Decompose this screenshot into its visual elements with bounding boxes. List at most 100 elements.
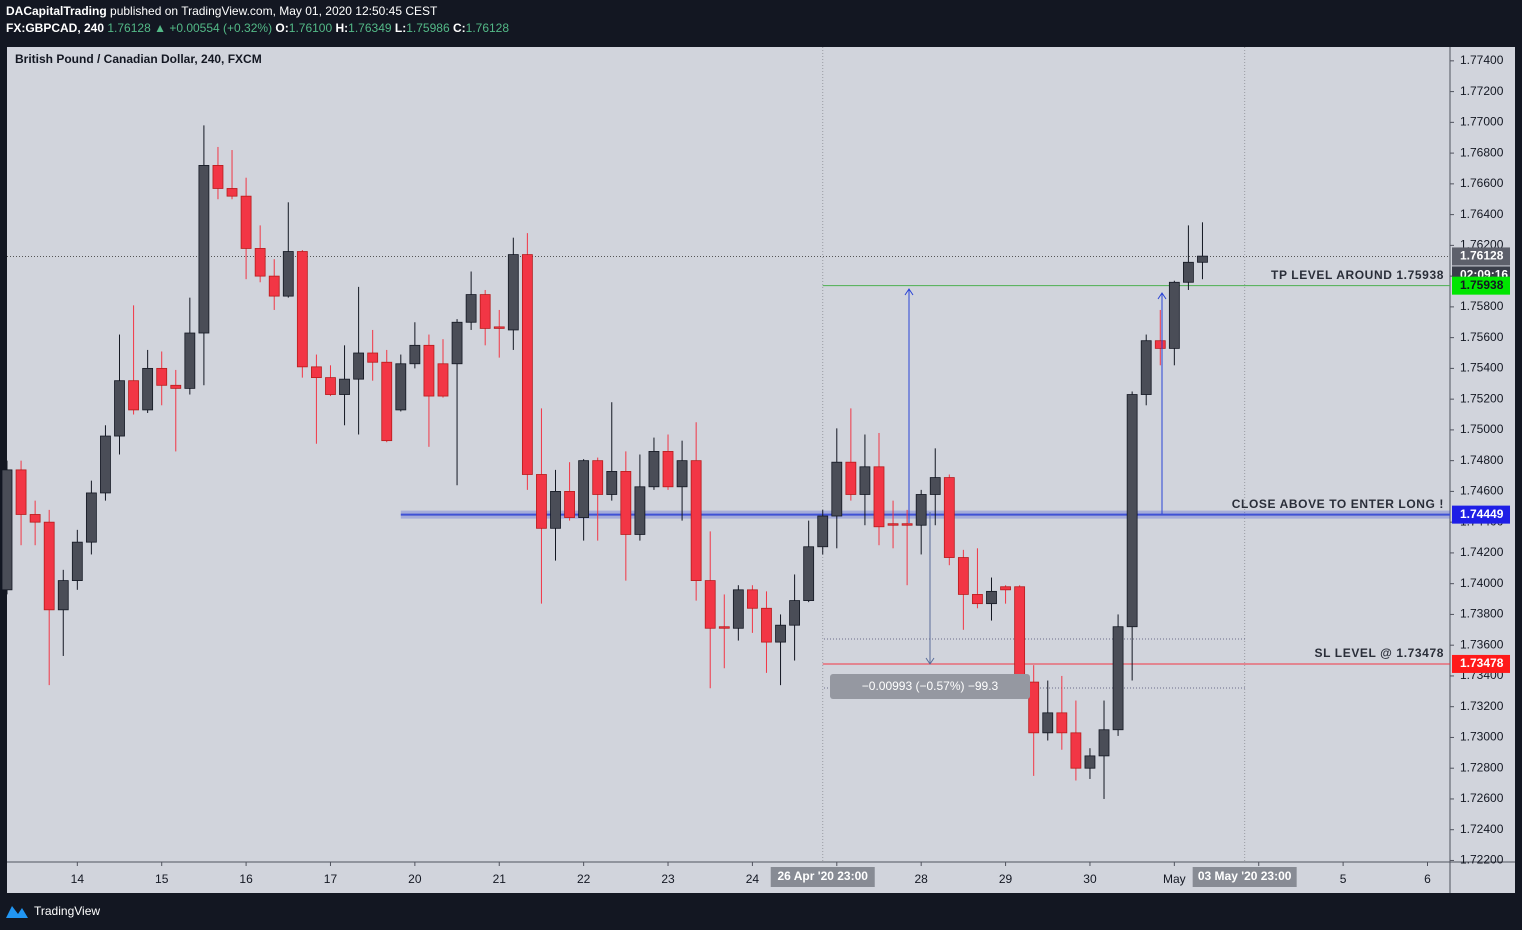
x-tick-label: 16 xyxy=(239,872,253,886)
candle-body xyxy=(437,363,449,397)
logo-icon xyxy=(6,906,28,918)
candle-body xyxy=(831,461,843,517)
candle-body xyxy=(1183,261,1194,283)
candle-body xyxy=(296,251,308,368)
y-tick-label: 1.72400 xyxy=(1460,822,1504,836)
candle-body xyxy=(1014,586,1026,683)
published: published on TradingView.com, May 01, 20… xyxy=(110,4,438,18)
x-tick-label: 5 xyxy=(1340,872,1347,886)
y-tick-label: 1.76800 xyxy=(1460,145,1504,159)
candle-body xyxy=(57,580,69,611)
candle-body xyxy=(817,515,829,548)
level-price-label: 1.74449 xyxy=(1460,507,1504,521)
x-tick-label: 30 xyxy=(1083,872,1097,886)
candle-body xyxy=(423,344,435,397)
candle-body xyxy=(29,514,41,523)
brand: TradingView xyxy=(34,904,100,918)
date-label: 26 Apr '20 23:00 xyxy=(777,869,868,883)
candle-body xyxy=(15,469,27,515)
price-box xyxy=(1452,654,1510,673)
candle-body xyxy=(451,321,463,365)
candle-body xyxy=(142,367,154,411)
symbol: FX:GBPCAD, 240 xyxy=(6,21,104,35)
chart-title: British Pound / Canadian Dollar, 240, FX… xyxy=(15,52,262,66)
candle-body xyxy=(409,344,421,365)
arrow-head xyxy=(925,657,935,665)
candle-body xyxy=(718,626,730,629)
candle-body xyxy=(550,491,561,529)
ohlc-label: H: xyxy=(336,21,349,35)
candle-body xyxy=(1126,394,1138,628)
y-tick-label: 1.77000 xyxy=(1460,115,1504,129)
y-tick-label: 1.74000 xyxy=(1460,576,1504,590)
candle-body xyxy=(254,248,266,277)
last-price-label: 1.76128 xyxy=(1460,249,1504,263)
candle-body xyxy=(775,624,786,643)
candle-body xyxy=(507,254,519,331)
x-tick-label: 21 xyxy=(493,872,507,886)
candle-body xyxy=(606,471,618,495)
candle-body xyxy=(71,541,83,581)
date-box xyxy=(770,867,875,887)
y-tick-label: 1.73200 xyxy=(1460,699,1504,713)
candle-body xyxy=(353,352,365,380)
x-tick-label: 22 xyxy=(577,872,591,886)
candle-body xyxy=(1070,732,1082,769)
candle-body xyxy=(1,469,13,591)
x-tick-label: 6 xyxy=(1424,872,1431,886)
candle-body xyxy=(114,380,125,437)
candle-body xyxy=(620,471,632,535)
candle-body xyxy=(986,590,997,605)
y-tick-label: 1.73800 xyxy=(1460,607,1504,621)
y-tick-label: 1.74600 xyxy=(1460,484,1504,498)
ohlc-value: 1.76128 xyxy=(466,21,510,35)
y-tick-label: 1.75400 xyxy=(1460,361,1504,375)
candle-body xyxy=(1056,712,1068,734)
y-tick-label: 1.77400 xyxy=(1460,53,1504,67)
y-tick-label: 1.72800 xyxy=(1460,760,1504,774)
candle-body xyxy=(1084,755,1096,769)
candle-body xyxy=(972,594,983,605)
candle-body xyxy=(1168,281,1180,349)
ohlc-label: C: xyxy=(453,21,466,35)
level-price-label: 1.73478 xyxy=(1460,656,1504,670)
ohlc-value: 1.76349 xyxy=(348,21,392,35)
candle-body xyxy=(325,377,336,395)
candle-body xyxy=(1000,586,1011,591)
candle-body xyxy=(662,451,674,488)
change: ▲ +0.00554 (+0.32%) xyxy=(154,21,272,35)
y-tick-label: 1.72600 xyxy=(1460,791,1504,805)
y-tick-label: 1.77200 xyxy=(1460,84,1504,98)
x-tick-label: 24 xyxy=(746,872,760,886)
candle-body xyxy=(676,460,688,488)
candle-body xyxy=(128,380,139,411)
y-tick-label: 1.73000 xyxy=(1460,730,1504,744)
candle-body xyxy=(592,460,604,495)
candle-body xyxy=(240,195,252,249)
candle-body xyxy=(367,352,379,363)
candle-body xyxy=(465,294,477,323)
y-tick-label: 1.74200 xyxy=(1460,545,1504,559)
candle-body xyxy=(1112,626,1124,731)
candle-body xyxy=(704,580,716,629)
arrow-head xyxy=(904,288,914,296)
x-tick-label: 15 xyxy=(155,872,169,886)
x-tick-label: 17 xyxy=(324,872,338,886)
level-label: SL LEVEL @ 1.73478 xyxy=(1315,646,1444,660)
x-tick-label: May xyxy=(1163,872,1186,886)
level-label: TP LEVEL AROUND 1.75938 xyxy=(1271,268,1444,282)
candle-body xyxy=(929,477,941,495)
candle-body xyxy=(648,451,660,488)
candle-body xyxy=(578,460,590,518)
candle-body xyxy=(761,607,772,643)
candle-body xyxy=(170,384,182,389)
candle-body xyxy=(1028,681,1040,734)
x-tick-label: 14 xyxy=(71,872,85,886)
candle-body xyxy=(339,378,350,395)
y-tick-label: 1.76400 xyxy=(1460,207,1504,221)
candle-body xyxy=(493,326,505,329)
y-tick-label: 1.72200 xyxy=(1460,853,1504,867)
candle-body xyxy=(690,460,702,581)
candle-body xyxy=(184,332,196,389)
